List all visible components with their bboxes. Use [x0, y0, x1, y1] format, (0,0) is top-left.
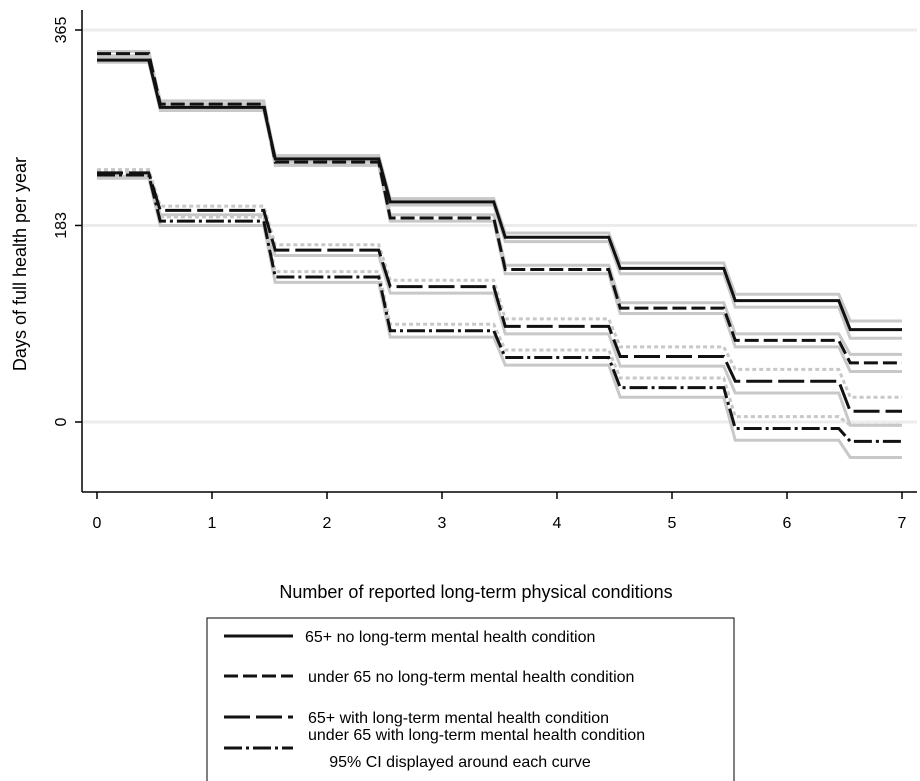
series-line: [97, 52, 902, 365]
y-axis-title: Days of full health per year: [10, 157, 30, 371]
ci-lower-band: [97, 176, 902, 459]
legend-label: 65+ with long-term mental health conditi…: [308, 710, 609, 727]
ci-upper-band: [97, 168, 902, 399]
x-axis: 0 1 2 3 4 5 6 7: [82, 491, 917, 532]
x-axis-title: Number of reported long-term physical co…: [279, 582, 672, 602]
x-tick-label: 3: [438, 515, 447, 532]
legend-label: under 65 with long-term mental health co…: [308, 727, 645, 744]
plot-area: [83, 28, 917, 459]
y-tick-label: 183: [53, 212, 70, 239]
ci-lower-band: [97, 174, 902, 427]
x-tick-label: 2: [323, 515, 332, 532]
x-tick-label: 1: [208, 515, 217, 532]
x-tick-label: 0: [93, 515, 102, 532]
x-tick-label: 7: [898, 515, 907, 532]
legend-label: 65+ no long-term mental health condition: [305, 629, 595, 646]
y-tick-label: 0: [53, 417, 70, 426]
legend-note: 95% CI displayed around each curve: [329, 754, 591, 771]
ci-upper-band: [97, 170, 902, 427]
ci-upper-band: [97, 56, 902, 323]
x-tick-label: 5: [668, 515, 677, 532]
legend: 65+ no long-term mental health condition…: [206, 617, 735, 781]
legend-label: under 65 no long-term mental health cond…: [308, 669, 634, 686]
series-line: [97, 173, 902, 443]
y-tick-label: 365: [53, 17, 70, 44]
x-tick-label: 4: [553, 515, 562, 532]
series-line: [97, 171, 902, 413]
series-line: [97, 58, 902, 332]
x-tick-label: 6: [783, 515, 792, 532]
legend-box: [206, 617, 735, 781]
y-axis: 0 183 365: [53, 10, 83, 492]
